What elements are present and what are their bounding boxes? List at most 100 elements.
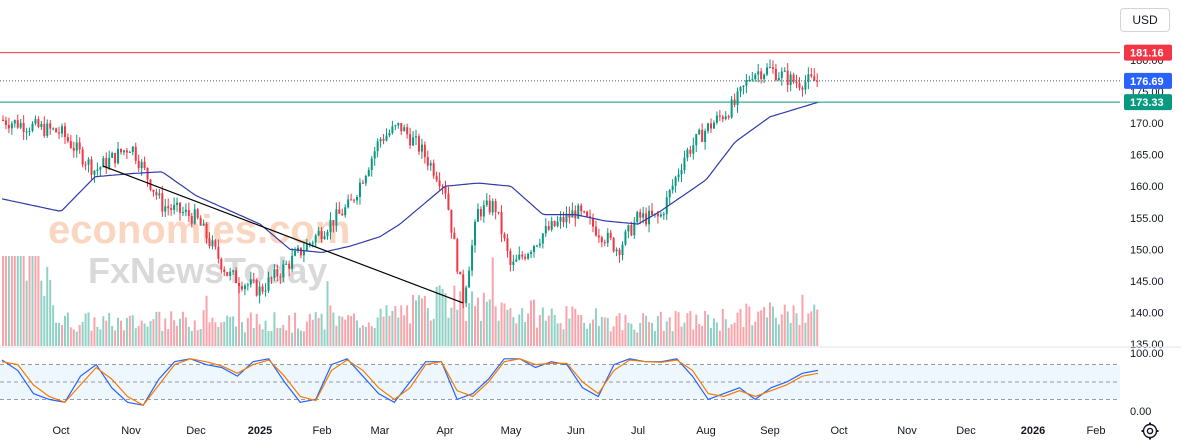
volume-bar (170, 311, 173, 346)
candle-body (238, 283, 240, 287)
volume-bar (320, 313, 323, 346)
volume-bar (710, 328, 712, 346)
volume-bar (255, 313, 258, 346)
candle-body (612, 237, 615, 252)
volume-bar (724, 319, 727, 346)
candle-body (111, 152, 114, 158)
volume-bar (364, 326, 367, 346)
candle-body (474, 221, 476, 246)
volume-bar (627, 322, 630, 346)
volume-bar (211, 317, 214, 346)
volume-bar (721, 308, 724, 346)
volume-bar (556, 323, 559, 346)
currency-selector[interactable]: USD (1120, 8, 1170, 32)
volume-bar (810, 311, 813, 346)
volume-bar (370, 326, 373, 346)
candle-body (530, 251, 533, 254)
candle-body (176, 202, 179, 205)
volume-bar (780, 314, 783, 346)
candle-body (49, 123, 52, 129)
volume-bar (261, 329, 264, 346)
volume-bar (193, 320, 196, 346)
volume-bar (152, 319, 155, 346)
volume-bar (757, 311, 760, 346)
candle-body (87, 159, 90, 165)
candle-body (291, 255, 294, 269)
volume-bar (267, 331, 270, 346)
candle-body (199, 217, 202, 226)
candle-body (40, 123, 43, 127)
volume-bar (562, 329, 565, 346)
candle-body (4, 120, 7, 126)
volume-bar (745, 303, 748, 346)
volume-bar (356, 320, 358, 346)
time-tick-label: Feb (313, 425, 332, 437)
candle-body (521, 254, 524, 257)
candle-body (205, 223, 208, 239)
volume-bar (736, 312, 739, 346)
candle-body (712, 122, 715, 129)
candle-body (444, 186, 447, 194)
volume-bar (692, 329, 695, 346)
candle-body (146, 167, 149, 180)
price-tick-label: 155.00 (1130, 213, 1164, 225)
candle-body (674, 177, 677, 186)
volume-bar (795, 313, 798, 346)
volume-bar (81, 321, 84, 346)
candle-body (435, 175, 438, 181)
candle-body (503, 234, 506, 239)
candle-body (441, 186, 444, 188)
volume-bar (55, 322, 58, 346)
candle-body (249, 279, 252, 285)
volume-bar (798, 325, 801, 346)
volume-bar (332, 312, 335, 346)
volume-bar (288, 315, 291, 346)
candle-body (282, 264, 285, 278)
volume-bar (533, 299, 535, 346)
candle-body (651, 210, 653, 215)
candle-body (288, 263, 291, 269)
candle-body (786, 70, 789, 85)
volume-bar (28, 256, 31, 346)
candle-body (252, 279, 255, 281)
volume-bar (512, 317, 515, 346)
volume-bar (173, 320, 176, 346)
candle-body (273, 269, 276, 279)
price-badge-label: 173.33 (1130, 97, 1164, 109)
candle-body (686, 149, 689, 158)
volume-bar (801, 294, 804, 346)
candle-body (240, 286, 243, 290)
volume-bar (630, 323, 633, 346)
candle-body (518, 254, 521, 260)
volume-bar (341, 316, 344, 346)
candle-body (565, 213, 568, 223)
candle-body (394, 125, 397, 127)
candle-body (423, 144, 426, 158)
candle-body (739, 87, 742, 92)
volume-bar (385, 305, 388, 346)
volume-bar (680, 326, 683, 346)
candle-body (662, 214, 665, 216)
candle-body (792, 74, 795, 83)
candle-body (406, 127, 409, 135)
gear-icon[interactable] (1140, 421, 1160, 441)
volume-bar (506, 309, 509, 346)
volume-bar (252, 328, 255, 346)
time-tick-label: 2026 (1021, 425, 1045, 437)
candle-body (479, 209, 482, 217)
volume-bar (31, 256, 34, 346)
candle-body (52, 128, 55, 130)
volume-bar (84, 313, 87, 346)
price-lines (0, 52, 1120, 103)
volume-bar (264, 320, 267, 346)
candle-body (181, 212, 184, 214)
volume-bar (683, 322, 686, 346)
candle-body (341, 213, 344, 216)
candle-body (606, 232, 609, 243)
candle-body (615, 249, 618, 252)
candle-body (468, 270, 471, 288)
volume-bar (807, 313, 810, 346)
candle-body (58, 132, 61, 134)
volume-bar (718, 330, 721, 346)
watermark-economies: economies.com (48, 208, 350, 252)
